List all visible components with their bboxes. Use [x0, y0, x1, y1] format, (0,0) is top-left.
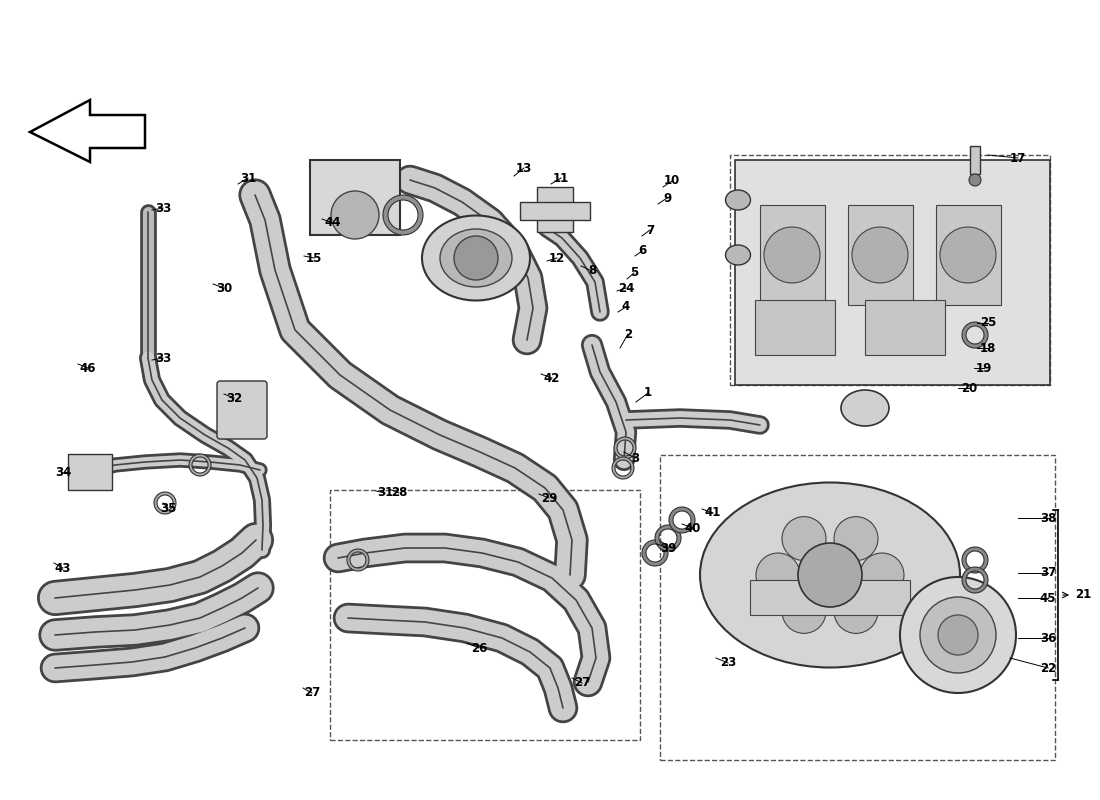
- Text: 12: 12: [549, 251, 565, 265]
- Text: 30: 30: [216, 282, 232, 294]
- Text: 27: 27: [304, 686, 320, 699]
- Text: 29: 29: [541, 491, 558, 505]
- Bar: [730, 155, 1050, 385]
- Circle shape: [938, 615, 978, 655]
- Text: 44: 44: [324, 217, 341, 230]
- Circle shape: [852, 227, 907, 283]
- Bar: [520, 202, 590, 220]
- Text: 7: 7: [646, 223, 654, 237]
- Bar: [735, 160, 1050, 385]
- Bar: [936, 205, 1001, 305]
- Circle shape: [834, 517, 878, 561]
- Text: 15: 15: [306, 251, 322, 265]
- Text: 35: 35: [160, 502, 176, 514]
- Bar: [848, 205, 913, 305]
- Bar: [537, 187, 573, 232]
- Text: 25: 25: [980, 317, 997, 330]
- Text: 4: 4: [621, 301, 630, 314]
- Bar: [760, 205, 825, 305]
- Circle shape: [782, 517, 826, 561]
- Ellipse shape: [726, 245, 750, 265]
- Text: 37: 37: [1040, 566, 1056, 579]
- Ellipse shape: [700, 482, 960, 667]
- Text: 36: 36: [1040, 631, 1056, 645]
- Text: 23: 23: [719, 657, 736, 670]
- Circle shape: [860, 553, 904, 597]
- Text: 13: 13: [516, 162, 532, 174]
- Bar: [310, 160, 400, 235]
- Text: 34: 34: [55, 466, 72, 479]
- Circle shape: [834, 590, 878, 634]
- Text: 41: 41: [705, 506, 722, 519]
- Bar: [755, 300, 835, 355]
- Text: 38: 38: [1040, 511, 1056, 525]
- Text: 27: 27: [574, 677, 590, 690]
- Text: 42: 42: [543, 371, 560, 385]
- Bar: [750, 580, 910, 615]
- Text: 24: 24: [618, 282, 635, 294]
- Circle shape: [756, 553, 800, 597]
- Circle shape: [454, 236, 498, 280]
- Text: 43: 43: [55, 562, 72, 574]
- Circle shape: [969, 174, 981, 186]
- Text: 33: 33: [155, 202, 172, 214]
- Circle shape: [764, 227, 820, 283]
- Text: 10: 10: [664, 174, 680, 187]
- Text: 45: 45: [1040, 591, 1056, 605]
- Ellipse shape: [422, 215, 530, 301]
- Text: 46: 46: [79, 362, 97, 374]
- Text: 40: 40: [685, 522, 701, 534]
- Text: 39: 39: [660, 542, 676, 554]
- FancyBboxPatch shape: [217, 381, 267, 439]
- Text: 18: 18: [980, 342, 997, 354]
- Text: 31: 31: [240, 171, 256, 185]
- Text: 31: 31: [377, 486, 393, 499]
- Text: 6: 6: [638, 245, 646, 258]
- Text: 33: 33: [155, 351, 172, 365]
- Text: 11: 11: [553, 171, 569, 185]
- Bar: [68, 454, 112, 490]
- Text: 19: 19: [976, 362, 992, 374]
- Text: 17: 17: [1010, 151, 1026, 165]
- Bar: [865, 300, 945, 355]
- Text: 32: 32: [226, 391, 242, 405]
- Text: 21: 21: [1075, 589, 1091, 602]
- Text: 28: 28: [390, 486, 407, 499]
- Text: 3: 3: [631, 451, 639, 465]
- Ellipse shape: [842, 390, 889, 426]
- Text: 1: 1: [644, 386, 652, 399]
- Ellipse shape: [726, 190, 750, 210]
- Text: 2: 2: [624, 327, 632, 341]
- Text: 22: 22: [1040, 662, 1056, 674]
- Text: 8: 8: [587, 265, 596, 278]
- Circle shape: [920, 597, 996, 673]
- Text: 20: 20: [961, 382, 977, 394]
- Text: 26: 26: [471, 642, 487, 654]
- Circle shape: [782, 590, 826, 634]
- Circle shape: [900, 577, 1016, 693]
- Bar: [330, 490, 640, 740]
- Text: 5: 5: [630, 266, 638, 279]
- Circle shape: [798, 543, 862, 607]
- Circle shape: [940, 227, 996, 283]
- Text: 9: 9: [663, 191, 671, 205]
- Bar: [970, 146, 980, 174]
- Circle shape: [331, 191, 379, 239]
- Bar: [660, 455, 1055, 760]
- Ellipse shape: [440, 229, 512, 287]
